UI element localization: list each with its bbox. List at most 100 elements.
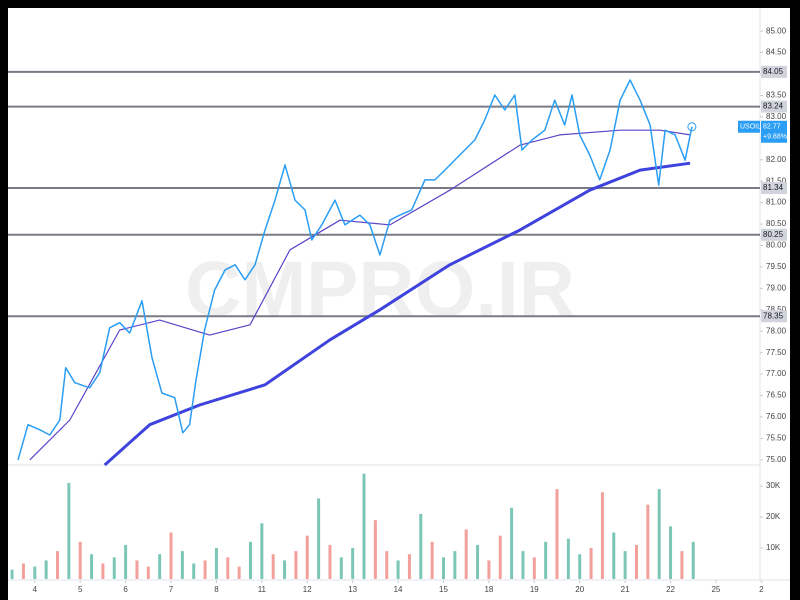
- volume-bar: [203, 560, 207, 579]
- volume-bar: [589, 548, 593, 579]
- volume-bar: [10, 569, 14, 579]
- volume-bar: [78, 541, 82, 579]
- volume-bar: [294, 551, 298, 579]
- volume-bar: [101, 563, 105, 579]
- x-tick-label: 21: [621, 585, 630, 594]
- symbol-tag: [738, 120, 760, 133]
- y-tick-label: 83.00: [766, 112, 787, 121]
- price-line: [17, 79, 693, 461]
- volume-bar: [669, 526, 673, 579]
- y-tick-label: 85.00: [766, 26, 787, 35]
- x-tick-label: 5: [78, 585, 83, 594]
- moving-average: [103, 161, 691, 467]
- x-tick-label: 2: [759, 585, 764, 594]
- y-tick-label: 75.00: [766, 455, 787, 464]
- y-tick-label: 76.00: [766, 412, 787, 421]
- volume-bar: [328, 544, 332, 579]
- volume-bar: [453, 551, 457, 579]
- volume-bar: [634, 544, 638, 579]
- change-label: +9.88%: [763, 134, 787, 141]
- volume-bar: [226, 557, 230, 579]
- volume-bar: [237, 566, 241, 579]
- volume-bar: [248, 541, 252, 579]
- x-tick-label: 22: [666, 585, 675, 594]
- level-label: 78.35: [763, 311, 784, 320]
- volume-bar: [112, 557, 116, 579]
- volume-bar: [362, 473, 366, 579]
- level-label: 84.05: [763, 67, 784, 76]
- y-tick-label: 79.50: [766, 262, 787, 271]
- price-label: 82.77: [763, 124, 781, 131]
- y-tick-label: 80.00: [766, 241, 787, 250]
- y-tick-label: 78.00: [766, 326, 787, 335]
- volume-bar: [214, 548, 218, 579]
- x-tick-label: 13: [348, 585, 357, 594]
- x-tick-label: 8: [214, 585, 219, 594]
- volume-bar: [521, 551, 525, 579]
- volume-bar: [271, 554, 275, 579]
- x-tick-label: 6: [123, 585, 128, 594]
- volume-bar: [578, 554, 582, 579]
- volume-bar: [169, 532, 173, 579]
- volume-bar: [419, 513, 423, 579]
- y-tick-label: 77.00: [766, 369, 787, 378]
- y-tick-label: 80.50: [766, 219, 787, 228]
- volume-bar: [510, 507, 514, 579]
- symbol-label: USOIL: [740, 124, 761, 131]
- x-tick-label: 20: [575, 585, 584, 594]
- level-label: 81.34: [763, 183, 784, 192]
- level-label: 83.24: [763, 102, 784, 111]
- watermark: CMPRO.IR: [185, 245, 575, 333]
- y-tick-label: 75.50: [766, 434, 787, 443]
- volume-tick-label: 30K: [766, 481, 781, 490]
- volume-bar: [67, 482, 71, 579]
- moving-average: [29, 129, 691, 461]
- volume-bar: [317, 498, 321, 579]
- volume-bar: [464, 529, 468, 579]
- y-tick-label: 81.50: [766, 176, 787, 185]
- volume-tick-label: 20K: [766, 512, 781, 521]
- volume-bar: [44, 560, 48, 579]
- x-tick-label: 18: [484, 585, 493, 594]
- volume-bar: [680, 551, 684, 579]
- y-tick-label: 82.00: [766, 155, 787, 164]
- volume-bar: [90, 554, 94, 579]
- x-tick-label: 25: [711, 585, 720, 594]
- volume-bar: [441, 557, 445, 579]
- y-tick-label: 77.50: [766, 348, 787, 357]
- y-tick-label: 81.00: [766, 198, 787, 207]
- volume-bar: [566, 538, 570, 579]
- volume-bar: [396, 560, 400, 579]
- volume-bar: [612, 532, 616, 579]
- volume-bar: [600, 492, 604, 579]
- y-tick-label: 79.00: [766, 283, 787, 292]
- level-tag: [761, 65, 787, 78]
- volume-tick-label: 10K: [766, 543, 781, 552]
- level-tag: [761, 310, 787, 323]
- volume-bar: [260, 523, 264, 579]
- level-label: 80.25: [763, 230, 784, 239]
- y-tick-label: 78.50: [766, 305, 787, 314]
- x-tick-label: 12: [303, 585, 312, 594]
- volume-bar: [476, 544, 480, 579]
- volume-bar: [385, 551, 389, 579]
- volume-bar: [407, 554, 411, 579]
- volume-bar: [498, 535, 502, 579]
- x-tick-label: 14: [394, 585, 403, 594]
- volume-bar: [373, 520, 377, 579]
- volume-bar: [544, 541, 548, 579]
- x-tick-label: 7: [169, 585, 174, 594]
- y-tick-label: 76.50: [766, 391, 787, 400]
- volume-bar: [487, 560, 491, 579]
- volume-bar: [192, 563, 196, 579]
- volume-bar: [657, 489, 661, 579]
- volume-bar: [180, 551, 184, 579]
- volume-bar: [305, 535, 309, 579]
- x-tick-label: 11: [258, 585, 267, 594]
- level-tag: [761, 228, 787, 241]
- volume-bar: [646, 504, 650, 579]
- volume-bar: [21, 563, 25, 579]
- volume-bar: [623, 551, 627, 579]
- x-tick-label: 19: [530, 585, 539, 594]
